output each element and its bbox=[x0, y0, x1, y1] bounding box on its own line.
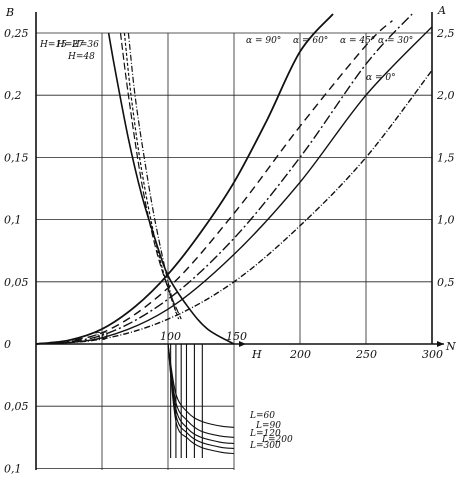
h-axis-title: H bbox=[251, 348, 262, 361]
curve-label: L=60 bbox=[249, 411, 275, 421]
curve-label: α = 30° bbox=[378, 36, 413, 46]
right-axis-title: A bbox=[437, 4, 446, 17]
right-tick-label: 2,5 bbox=[436, 27, 455, 40]
curve-label: L=300 bbox=[249, 441, 281, 451]
h-tick-label: 50 bbox=[94, 330, 108, 343]
l-curve-2 bbox=[167, 343, 235, 445]
curve-label: L=120 bbox=[249, 429, 281, 439]
left-tick-label: 0,1 bbox=[4, 214, 22, 227]
n-tick-label: 250 bbox=[355, 348, 377, 361]
h-axis-arrow bbox=[239, 341, 246, 347]
axes-layer bbox=[35, 12, 444, 470]
curve-label: α = 0° bbox=[366, 73, 396, 83]
h-tick-label: 100 bbox=[160, 330, 181, 343]
l-curve-3 bbox=[167, 343, 235, 450]
left-tick-label: 0 bbox=[4, 338, 11, 351]
alpha-curve-1 bbox=[35, 20, 393, 345]
alpha-curve-3 bbox=[35, 26, 433, 345]
curve-label: L=90 bbox=[255, 421, 281, 431]
labels-layer: B A H N 0,25 0,2 0,15 0,1 0,05 0 0,05 0,1 2,5 2,0 1,5 1… bbox=[4, 4, 456, 475]
right-tick-label: 1,5 bbox=[437, 151, 455, 164]
right-tick-label: 0,5 bbox=[437, 276, 455, 289]
h-curve-2 bbox=[123, 32, 180, 320]
left-axis-title: B bbox=[5, 6, 14, 19]
curve-label: H=15 bbox=[39, 40, 67, 50]
left-tick-label: 0,05 bbox=[4, 276, 29, 289]
alpha-curve-0 bbox=[35, 13, 334, 345]
left-tick-label: 0,2 bbox=[4, 89, 22, 102]
right-tick-label: 1,0 bbox=[437, 214, 455, 227]
curve-label: α = 60° bbox=[293, 36, 328, 46]
curve-label: H=48 bbox=[67, 52, 95, 62]
n-axis-title: N bbox=[445, 340, 456, 353]
left-tick-label: 0,15 bbox=[4, 151, 29, 164]
curve-label: L=200 bbox=[261, 435, 293, 445]
alpha-curve-4 bbox=[35, 69, 433, 345]
alpha-curve-2 bbox=[35, 13, 413, 345]
x-axis-arrow bbox=[437, 341, 444, 347]
grid-layer bbox=[36, 32, 433, 470]
curves-layer bbox=[35, 13, 433, 458]
curve-label: H=27 bbox=[56, 40, 84, 50]
l-curve-4 bbox=[167, 343, 235, 455]
n-tick-label: 300 bbox=[422, 348, 443, 361]
left-tick-label-negative: 0,05 bbox=[4, 400, 29, 413]
curve-label: α = 90° bbox=[246, 36, 281, 46]
h-curve-3 bbox=[127, 32, 177, 314]
h-tick-label: 150 bbox=[226, 330, 247, 343]
left-tick-label-negative: 0,1 bbox=[4, 462, 22, 475]
left-tick-label: 0,25 bbox=[4, 27, 29, 40]
n-tick-label: 200 bbox=[289, 348, 311, 361]
curve-label: α = 45° bbox=[340, 36, 375, 46]
h-curve-1 bbox=[119, 32, 182, 320]
curve-label: H=36 bbox=[71, 40, 99, 50]
right-tick-label: 2,0 bbox=[436, 89, 455, 102]
